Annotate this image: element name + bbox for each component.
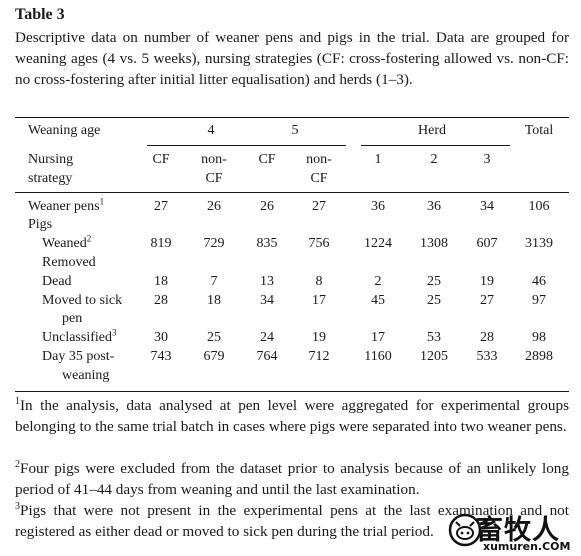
table-cell: 30 <box>154 330 168 345</box>
table-cell: 1205 <box>420 349 448 364</box>
table-caption: Descriptive data on number of weaner pen… <box>15 29 569 88</box>
table-cell: 764 <box>256 349 278 364</box>
pig-logo-icon <box>448 513 482 547</box>
row-label-moved-1: Moved to sick <box>42 293 123 308</box>
table-cell: 835 <box>256 236 278 251</box>
table-cell: 1224 <box>364 236 392 251</box>
table-cell: 106 <box>528 199 550 214</box>
header-noncf-5-2: CF <box>310 171 328 186</box>
header-herd-2: 2 <box>430 152 438 167</box>
table-cell: 27 <box>154 199 168 214</box>
table-cell: 45 <box>371 293 385 308</box>
row-label-removed: Removed <box>42 255 96 270</box>
table-cell: 25 <box>427 274 441 289</box>
table-cell: 712 <box>308 349 330 364</box>
table-cell: 25 <box>207 330 221 345</box>
table-cell: 607 <box>476 236 498 251</box>
table-cell: 34 <box>260 293 274 308</box>
header-noncf-4-2: CF <box>205 171 223 186</box>
row-label-day35-2: weaning <box>62 368 110 383</box>
row-label-weaner-pens: Weaner pens1 <box>28 196 105 214</box>
table-cell: 8 <box>315 274 323 289</box>
watermark: 畜牧人 xumuren.COM <box>448 508 576 554</box>
row-label-unclassified: Unclassified3 <box>42 327 117 345</box>
table-cell: 34 <box>480 199 494 214</box>
header-herd: Herd <box>418 123 446 138</box>
table-cell: 19 <box>480 274 494 289</box>
table-cell: 25 <box>427 293 441 308</box>
table-cell: 17 <box>371 330 385 345</box>
header-weaning-age: Weaning age <box>28 123 101 138</box>
table-cell: 28 <box>154 293 168 308</box>
header-cf-5: CF <box>258 152 276 167</box>
table-title: Table 3 <box>15 6 65 23</box>
table-cell: 53 <box>427 330 441 345</box>
row-label-dead: Dead <box>42 274 72 289</box>
row-label-weaned: Weaned2 <box>42 233 92 251</box>
table-cell: 18 <box>207 293 221 308</box>
table-cell: 18 <box>154 274 168 289</box>
table-cell: 97 <box>532 293 546 308</box>
header-herd-3: 3 <box>483 152 491 167</box>
table-cell: 46 <box>532 274 546 289</box>
table-cell: 27 <box>312 199 326 214</box>
table-cell: 27 <box>480 293 494 308</box>
top-rule <box>15 117 569 118</box>
span-rule-herd <box>361 145 510 146</box>
table-cell: 679 <box>203 349 225 364</box>
header-noncf-5-1: non- <box>306 152 332 167</box>
table-cell: 7 <box>210 274 218 289</box>
table-cell: 28 <box>480 330 494 345</box>
bottom-rule <box>15 391 569 392</box>
header-total: Total <box>524 123 554 138</box>
header-age-5: 5 <box>291 123 299 138</box>
header-herd-1: 1 <box>374 152 382 167</box>
table-cell: 36 <box>371 199 385 214</box>
table-cell: 533 <box>476 349 498 364</box>
table-cell: 1308 <box>420 236 448 251</box>
table-cell: 743 <box>150 349 172 364</box>
footnote-2: 2Four pigs were excluded from the datase… <box>15 458 569 498</box>
table-cell: 19 <box>312 330 326 345</box>
table-cell: 729 <box>203 236 225 251</box>
table-cell: 756 <box>308 236 330 251</box>
header-rule <box>15 192 569 193</box>
footnote-3: 3Pigs that were not present in the exper… <box>15 500 569 540</box>
table-cell: 36 <box>427 199 441 214</box>
header-age-4: 4 <box>207 123 215 138</box>
header-cf-4: CF <box>152 152 170 167</box>
table-cell: 17 <box>312 293 326 308</box>
table-cell: 26 <box>207 199 221 214</box>
table-cell: 2898 <box>525 349 553 364</box>
header-nursing-2: strategy <box>28 171 73 186</box>
row-label-day35-1: Day 35 post- <box>42 349 115 364</box>
table-cell: 2 <box>374 274 382 289</box>
row-label-pigs: Pigs <box>28 217 53 232</box>
footnote-1: 1In the analysis, data analysed at pen l… <box>15 395 569 435</box>
span-rule-age4 <box>147 145 254 146</box>
table-cell: 98 <box>532 330 546 345</box>
table-cell: 819 <box>150 236 172 251</box>
span-rule-age5 <box>254 145 346 146</box>
table-cell: 13 <box>260 274 274 289</box>
header-noncf-4-1: non- <box>201 152 227 167</box>
table-cell: 1160 <box>364 349 392 364</box>
header-nursing-1: Nursing <box>28 152 74 167</box>
table-cell: 3139 <box>525 236 553 251</box>
table-cell: 24 <box>260 330 274 345</box>
row-label-moved-2: pen <box>62 311 83 326</box>
table-cell: 26 <box>260 199 274 214</box>
